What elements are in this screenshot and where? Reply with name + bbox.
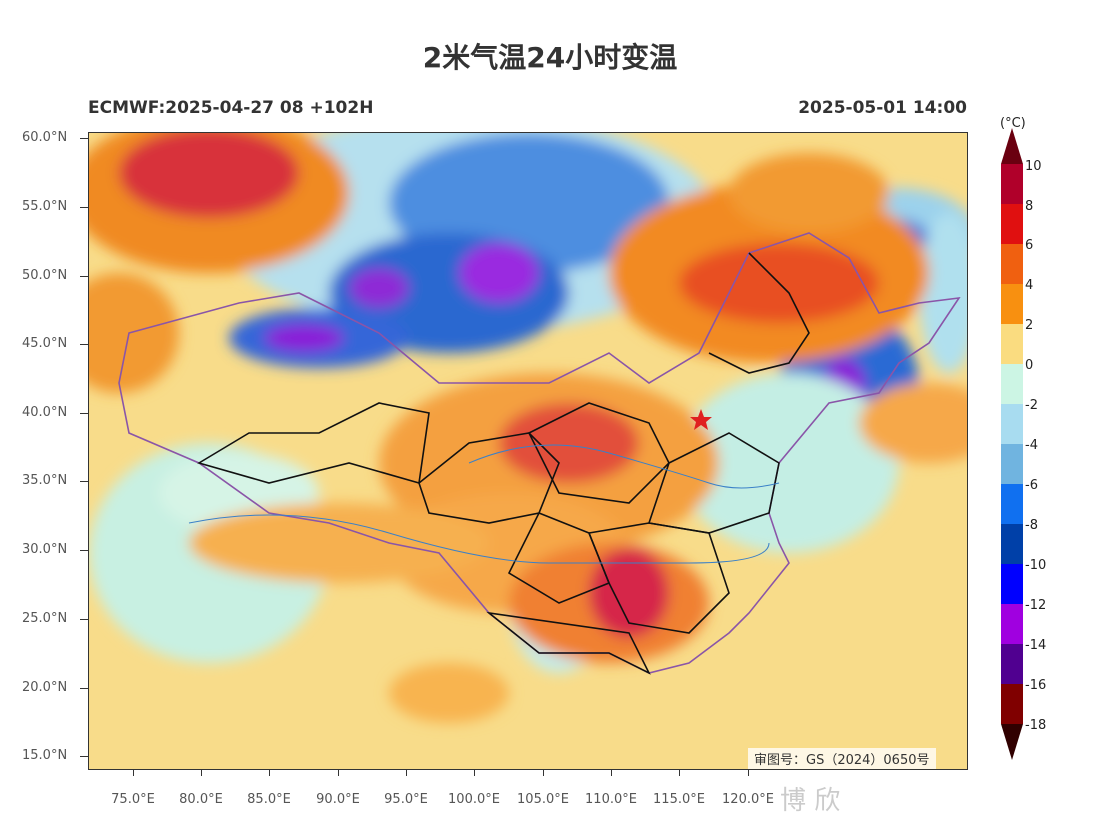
- lat-tick: [80, 481, 88, 482]
- lon-label-80: 80.0°E: [179, 792, 223, 807]
- colorbar-label: -18: [1025, 718, 1047, 733]
- colorbar-segment: [1001, 364, 1023, 404]
- colorbar-segment: [1001, 404, 1023, 444]
- colorbar-segment: [1001, 324, 1023, 364]
- map-approval-number: 审图号：GS（2024）0650号: [748, 748, 936, 769]
- colorbar: [1001, 128, 1023, 760]
- colorbar-label: 0: [1025, 358, 1034, 373]
- colorbar-label: 6: [1025, 238, 1034, 253]
- lat-label-30: 30.0°N: [22, 542, 68, 557]
- colorbar-label: -16: [1025, 678, 1047, 693]
- lat-label-25: 25.0°N: [22, 611, 68, 626]
- lon-tick: [543, 770, 544, 776]
- colorbar-label: -8: [1025, 518, 1038, 533]
- lon-label-75: 75.0°E: [111, 792, 155, 807]
- colorbar-label: -12: [1025, 598, 1047, 613]
- colorbar-label: 2: [1025, 318, 1034, 333]
- lat-tick: [80, 344, 88, 345]
- colorbar-segment: [1001, 244, 1023, 284]
- lat-tick: [80, 688, 88, 689]
- map-title: 2米气温24小时变温: [422, 41, 678, 74]
- colorbar-segment: [1001, 604, 1023, 644]
- colorbar-unit: (°C): [1000, 116, 1026, 131]
- lon-tick: [338, 770, 339, 776]
- valid-time-label: 2025-05-01 14:00: [798, 98, 967, 118]
- lon-tick: [679, 770, 680, 776]
- colorbar-segment: [1001, 164, 1023, 204]
- model-run-label: ECMWF:2025-04-27 08 +102H: [88, 98, 374, 118]
- lon-label-105: 105.0°E: [517, 792, 569, 807]
- lon-tick: [611, 770, 612, 776]
- lon-label-110: 110.0°E: [585, 792, 637, 807]
- lat-tick: [80, 619, 88, 620]
- colorbar-segment: [1001, 444, 1023, 484]
- colorbar-min-arrow: [1001, 724, 1023, 760]
- lat-tick: [80, 413, 88, 414]
- lat-label-40: 40.0°N: [22, 405, 68, 420]
- colorbar-label: -10: [1025, 558, 1047, 573]
- lat-label-15: 15.0°N: [22, 748, 68, 763]
- lat-label-50: 50.0°N: [22, 268, 68, 283]
- colorbar-segment: [1001, 284, 1023, 324]
- map-fill: [89, 133, 967, 769]
- colorbar-label: -6: [1025, 478, 1038, 493]
- lon-tick: [201, 770, 202, 776]
- colorbar-segment: [1001, 204, 1023, 244]
- lat-label-35: 35.0°N: [22, 473, 68, 488]
- lon-label-85: 85.0°E: [247, 792, 291, 807]
- lat-tick: [80, 276, 88, 277]
- lon-label-120: 120.0°E: [722, 792, 774, 807]
- lon-tick: [406, 770, 407, 776]
- lon-label-115: 115.0°E: [653, 792, 705, 807]
- lon-label-100: 100.0°E: [448, 792, 500, 807]
- lat-tick: [80, 138, 88, 139]
- lat-label-60: 60.0°N: [22, 130, 68, 145]
- colorbar-label: 4: [1025, 278, 1034, 293]
- lon-label-90: 90.0°E: [316, 792, 360, 807]
- watermark: 博 欣: [780, 786, 841, 816]
- lat-tick: [80, 550, 88, 551]
- lat-tick: [80, 756, 88, 757]
- colorbar-segment: [1001, 484, 1023, 524]
- lon-tick: [474, 770, 475, 776]
- colorbar-label: -4: [1025, 438, 1038, 453]
- colorbar-segment: [1001, 524, 1023, 564]
- lat-label-20: 20.0°N: [22, 680, 68, 695]
- colorbar-max-arrow: [1001, 128, 1023, 164]
- lon-tick: [748, 770, 749, 776]
- lon-tick: [269, 770, 270, 776]
- lat-label-55: 55.0°N: [22, 199, 68, 214]
- colorbar-label: 10: [1025, 159, 1042, 174]
- colorbar-label: 8: [1025, 199, 1034, 214]
- colorbar-segment: [1001, 564, 1023, 604]
- colorbar-label: -2: [1025, 398, 1038, 413]
- colorbar-segment: [1001, 644, 1023, 684]
- lat-label-45: 45.0°N: [22, 336, 68, 351]
- lat-tick: [80, 207, 88, 208]
- lon-tick: [133, 770, 134, 776]
- temperature-change-map: [88, 132, 968, 770]
- lon-label-95: 95.0°E: [384, 792, 428, 807]
- colorbar-segment: [1001, 684, 1023, 724]
- colorbar-label: -14: [1025, 638, 1047, 653]
